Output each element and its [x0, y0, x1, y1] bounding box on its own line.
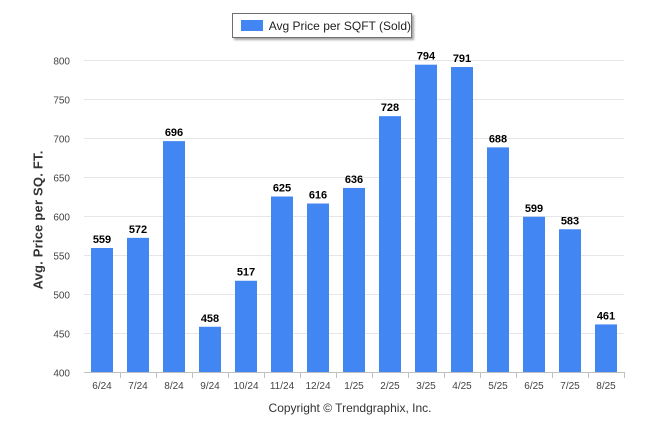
y-tick-label: 600	[53, 213, 70, 224]
x-tick-label: 10/24	[233, 381, 258, 392]
bar-value-label: 636	[345, 174, 363, 186]
x-tick-label: 9/24	[200, 381, 220, 392]
bar	[91, 247, 113, 372]
y-tick-label: 700	[53, 135, 70, 146]
x-tick-label: 3/25	[416, 381, 436, 392]
copyright-credit: Copyright © Trendgraphix, Inc.	[268, 401, 432, 415]
x-tick-label: 6/25	[524, 381, 544, 392]
bar	[451, 67, 473, 373]
y-tick-label: 750	[53, 96, 70, 107]
bar-value-label: 688	[489, 133, 507, 145]
legend-label: Avg Price per SQFT (Sold)	[268, 18, 411, 33]
legend-swatch	[241, 20, 263, 31]
bar-value-label: 458	[201, 313, 219, 325]
bar-value-label: 559	[93, 234, 111, 246]
x-tick-label: 7/24	[128, 381, 148, 392]
x-tick-label: 11/24	[270, 381, 295, 392]
bar-value-label: 791	[453, 53, 471, 65]
chart-legend: Avg Price per SQFT (Sold)	[232, 13, 412, 38]
bar-value-label: 728	[381, 102, 399, 114]
bar	[379, 116, 401, 372]
x-tick-label: 12/24	[305, 381, 330, 392]
x-tick-label: 8/25	[596, 381, 616, 392]
y-tick-label: 800	[53, 57, 70, 68]
x-tick-label: 6/24	[92, 381, 112, 392]
bar	[235, 280, 257, 372]
bar	[523, 216, 545, 372]
y-tick-label: 650	[53, 174, 70, 185]
bar	[559, 229, 581, 372]
x-tick-label: 1/25	[344, 381, 364, 392]
x-tick-label: 5/25	[488, 381, 508, 392]
bar-value-label: 517	[237, 267, 255, 279]
bar	[127, 237, 149, 372]
bar-value-label: 461	[597, 310, 615, 322]
bar-value-label: 599	[525, 203, 543, 215]
x-tick-label: 8/24	[164, 381, 184, 392]
bar-value-label: 583	[561, 215, 579, 227]
bar-value-label: 696	[165, 127, 183, 139]
bar	[199, 326, 221, 372]
x-tick-label: 4/25	[452, 381, 472, 392]
bar-value-label: 794	[417, 51, 436, 63]
bar	[595, 324, 617, 372]
y-tick-label: 500	[53, 291, 70, 302]
bar	[271, 196, 293, 372]
bar-value-label: 572	[129, 224, 147, 236]
bar	[307, 203, 329, 372]
y-axis-title: Avg. Price per SQ. FT.	[30, 150, 46, 290]
y-tick-label: 450	[53, 330, 70, 341]
y-tick-label: 400	[53, 369, 70, 380]
bar	[415, 64, 437, 373]
y-tick-label: 550	[53, 252, 70, 263]
bar-value-label: 616	[309, 190, 327, 202]
bar	[487, 147, 509, 372]
bar	[343, 187, 365, 372]
x-tick-label: 2/25	[380, 381, 400, 392]
bar-value-label: 625	[273, 183, 291, 195]
x-tick-label: 7/25	[560, 381, 580, 392]
bar	[163, 141, 185, 372]
